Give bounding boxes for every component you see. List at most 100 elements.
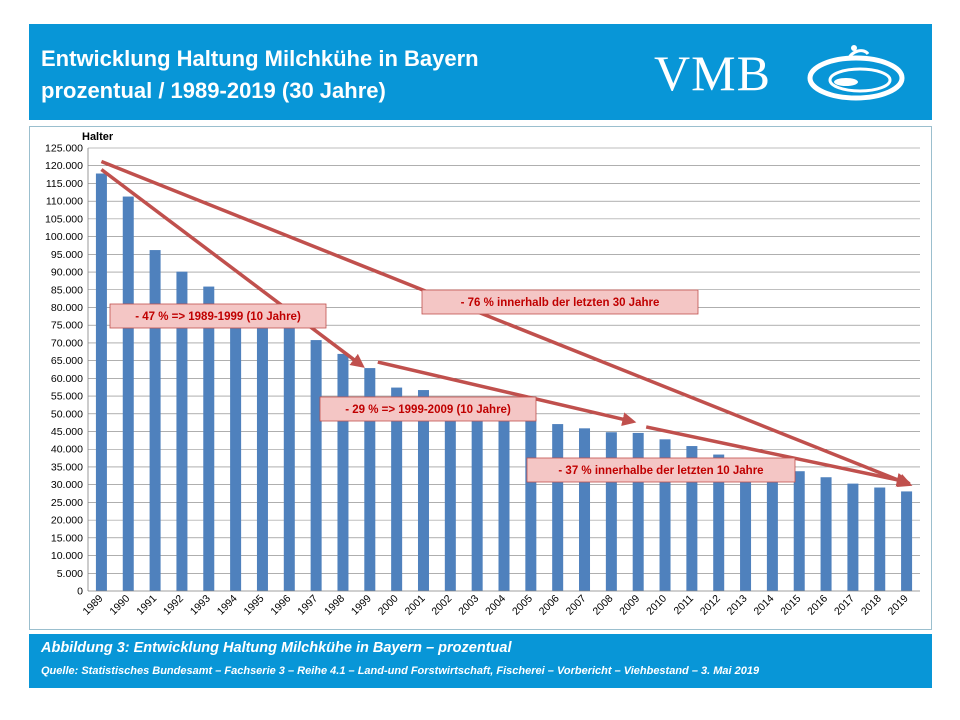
source-note: Quelle: Statistisches Bundesamt – Fachse…	[41, 665, 760, 677]
annotation-label-3: - 37 % innerhalbe der letzten 10 Jahre	[558, 465, 763, 477]
x-tick-label: 2003	[456, 593, 481, 618]
bar-2008	[605, 432, 617, 591]
bar-1993	[203, 286, 215, 591]
x-tick-label: 1989	[81, 593, 106, 618]
y-tick-label: 125.000	[45, 143, 83, 155]
logo-swirl-icon	[807, 45, 905, 101]
y-tick-label: 115.000	[46, 178, 83, 190]
bar-1991	[149, 250, 161, 591]
bar-1994	[230, 307, 242, 591]
bar-2018	[874, 487, 886, 591]
bar-2019	[901, 491, 913, 591]
bar-1989	[95, 173, 107, 592]
bar-2012	[713, 454, 725, 591]
x-tick-label: 2012	[698, 593, 723, 618]
header-banner: Entwicklung Haltung Milchkühe in Bayern …	[29, 24, 932, 120]
x-tick-label: 2005	[510, 593, 535, 618]
y-tick-label: 0	[77, 586, 83, 598]
y-tick-label: 65.000	[51, 355, 83, 367]
x-tick-label: 1997	[295, 593, 320, 618]
x-tick-label: 2001	[403, 593, 428, 618]
y-tick-label: 20.000	[51, 515, 83, 527]
page-title-line-1: Entwicklung Haltung Milchkühe in Bayern	[41, 46, 479, 71]
x-tick-label: 2002	[429, 593, 454, 618]
y-tick-label: 35.000	[51, 461, 83, 473]
x-tick-label: 2018	[859, 593, 884, 618]
bar-1995	[256, 317, 268, 591]
bar-2009	[632, 432, 644, 591]
annotation-box-3	[526, 457, 796, 483]
bar-2006	[552, 424, 564, 591]
bar-1990	[122, 196, 134, 591]
x-tick-label: 1995	[242, 593, 267, 618]
x-tick-label: 1999	[349, 593, 374, 618]
y-tick-label: 90.000	[51, 267, 83, 279]
trend-arrow-4	[100, 159, 913, 488]
y-tick-label: 50.000	[51, 408, 83, 420]
y-tick-label: 110.000	[46, 196, 83, 208]
y-tick-label: 45.000	[51, 426, 83, 438]
y-tick-label: 75.000	[51, 320, 83, 332]
x-tick-label: 2017	[832, 593, 857, 618]
x-tick-label: 2000	[376, 593, 401, 618]
bar-2001	[417, 390, 429, 591]
annotation-box-1	[109, 303, 327, 329]
bar-1992	[176, 271, 188, 591]
bar-2015	[793, 471, 805, 591]
y-tick-label: 40.000	[51, 444, 83, 456]
x-tick-label: 2011	[672, 593, 697, 618]
y-tick-label: 55.000	[51, 391, 83, 403]
bar-1996	[283, 328, 295, 591]
bar-2017	[847, 483, 859, 591]
x-tick-label: 2010	[644, 593, 669, 618]
y-tick-label: 10.000	[51, 550, 83, 562]
bar-2011	[686, 446, 698, 591]
annotation-box-2	[319, 396, 537, 422]
x-tick-label: 2015	[778, 593, 803, 618]
x-tick-label: 2006	[537, 593, 562, 618]
y-tick-label: 70.000	[51, 337, 83, 349]
bar-2005	[525, 418, 537, 591]
footer-banner: Abbildung 3: Entwicklung Haltung Milchkü…	[29, 634, 932, 688]
bar-2002	[444, 403, 456, 591]
bar-2007	[579, 428, 591, 591]
x-tick-label: 2014	[752, 593, 777, 618]
x-tick-label: 1990	[107, 593, 132, 618]
x-tick-label: 1993	[188, 593, 213, 618]
annotation-label-4: - 76 % innerhalb der letzten 30 Jahre	[461, 297, 660, 309]
bar-2010	[659, 439, 671, 591]
x-tick-label: 1994	[215, 593, 240, 618]
figure-caption: Abbildung 3: Entwicklung Haltung Milchkü…	[41, 640, 512, 656]
x-tick-label: 2019	[886, 593, 911, 618]
y-tick-label: 105.000	[45, 213, 83, 225]
y-tick-label: 25.000	[51, 497, 83, 509]
y-tick-label: 15.000	[51, 532, 83, 544]
bar-2016	[820, 477, 832, 591]
x-tick-label: 2009	[617, 593, 642, 618]
x-tick-label: 1996	[268, 593, 293, 618]
chart-area: 0 5.000 10.000 15.000 20.000 25.000 30.000 35.0…	[29, 126, 932, 630]
bar-2000	[391, 387, 403, 591]
x-tick-label: 2007	[564, 593, 589, 618]
x-tick-label: 2008	[590, 593, 615, 618]
x-tick-label: 1998	[322, 593, 347, 618]
bar-2014	[766, 468, 778, 591]
vmb-logo: VMB	[654, 38, 914, 108]
bar-1998	[337, 353, 349, 591]
bar-2003	[471, 409, 483, 591]
trend-arrow-3	[645, 425, 911, 487]
annotation-label-1: - 47 % => 1989-1999 (10 Jahre)	[135, 311, 301, 323]
x-tick-label: 2013	[725, 593, 750, 618]
y-tick-label: 85.000	[51, 284, 83, 296]
annotation-box-4	[421, 289, 699, 315]
trend-arrow-2	[377, 360, 637, 427]
x-tick-label: 2016	[805, 593, 830, 618]
bar-1999	[364, 368, 376, 591]
y-tick-label: 30.000	[51, 479, 83, 491]
x-tick-label: 1991	[134, 593, 159, 618]
y-tick-label: 95.000	[51, 249, 83, 261]
y-axis-label: Halter	[82, 131, 114, 143]
y-tick-label: 5.000	[57, 568, 83, 580]
y-tick-label: 100.000	[45, 231, 83, 243]
bar-chart: 0 5.000 10.000 15.000 20.000 25.000 30.000 35.0…	[45, 131, 920, 618]
